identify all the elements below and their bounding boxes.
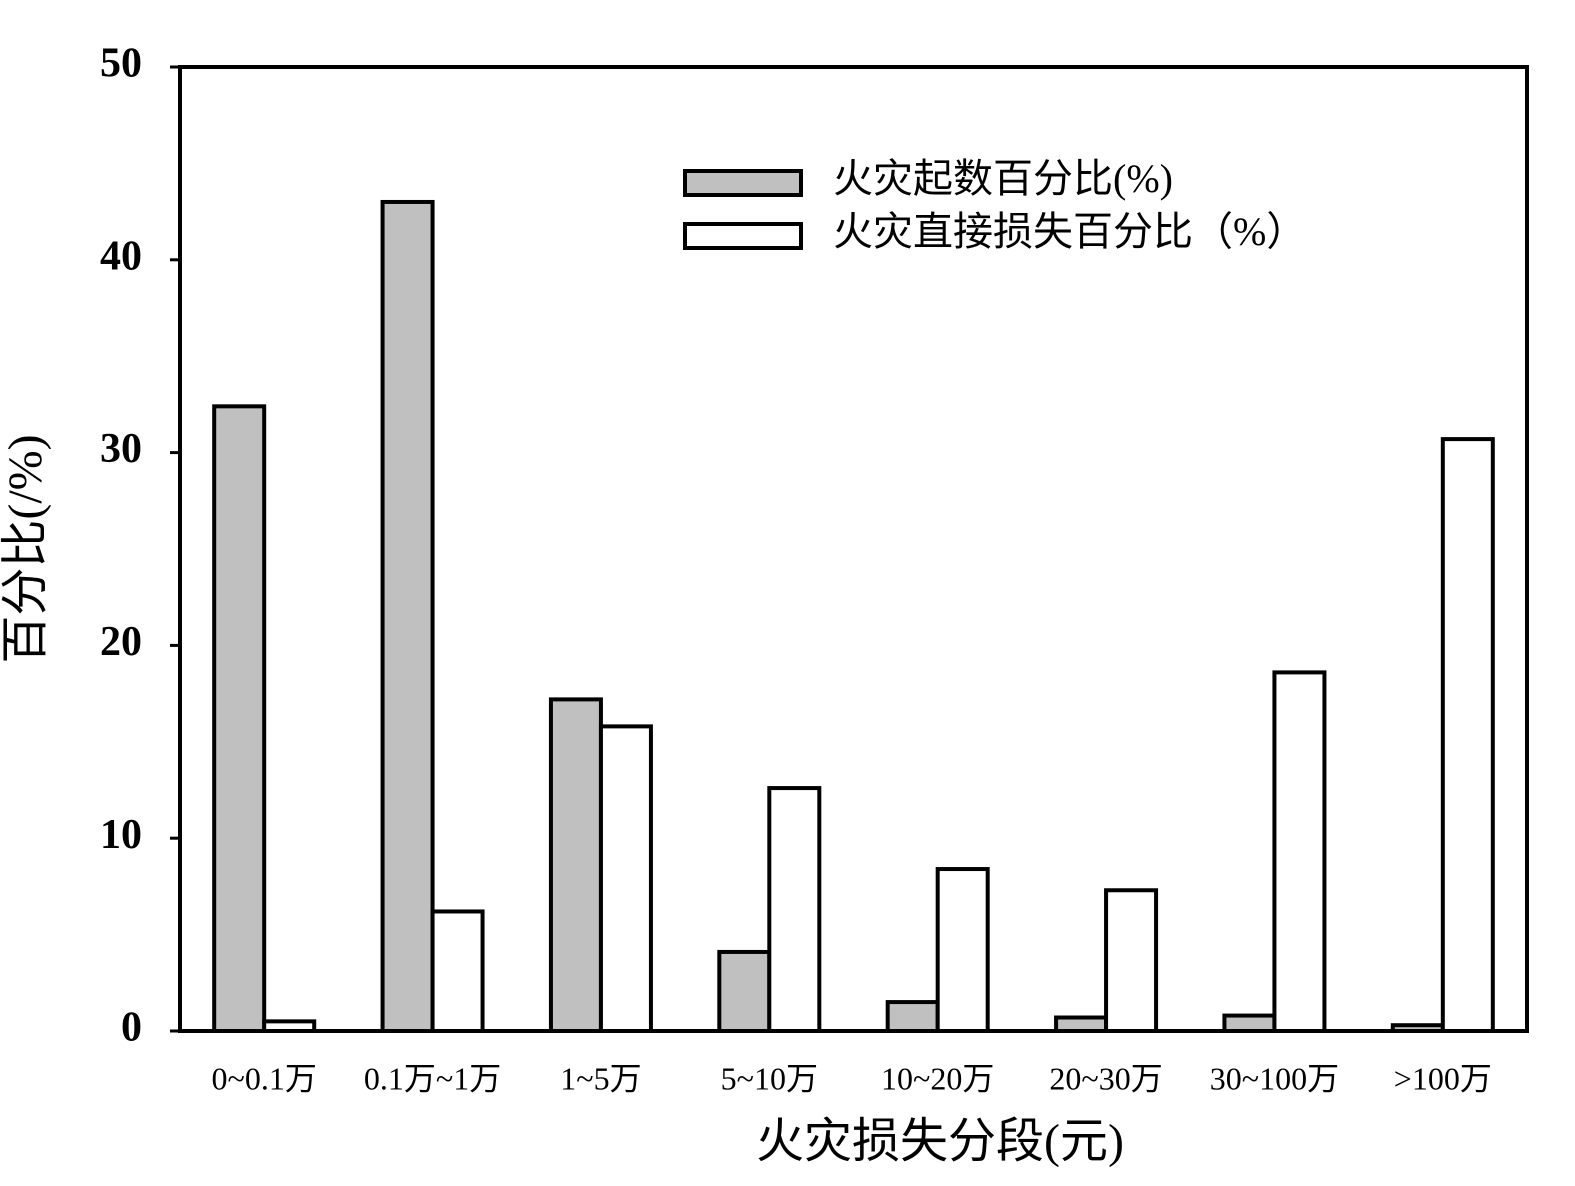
bar (212, 404, 267, 1033)
y-tick-label: 0 (121, 1005, 142, 1051)
x-tick-label: 10~20万 (881, 1060, 994, 1096)
y-tick-label: 30 (100, 426, 142, 472)
x-tick-label: 0~0.1万 (212, 1060, 317, 1096)
y-tick-label: 40 (100, 233, 142, 279)
y-tick-label: 20 (100, 619, 142, 665)
y-axis-label: 百分比(/%) (0, 434, 52, 663)
bar (380, 199, 435, 1033)
bar (1440, 437, 1495, 1033)
x-tick-label: 1~5万 (560, 1060, 641, 1096)
bar (1390, 1023, 1445, 1033)
x-tick-label: 0.1万~1万 (364, 1060, 501, 1096)
bar (885, 1000, 940, 1034)
legend-label: 火灾起数百分比(%) (833, 156, 1173, 201)
x-tick-label: 30~100万 (1210, 1060, 1339, 1096)
x-axis-label: 火灾损失分段(元) (756, 1115, 1124, 1168)
bar (717, 949, 772, 1034)
bar (430, 909, 485, 1033)
bar (548, 697, 603, 1033)
plot-frame (178, 65, 1529, 1033)
bar (262, 1019, 317, 1033)
bar (767, 786, 822, 1034)
bar (1222, 1013, 1277, 1033)
x-tick-label: 5~10万 (721, 1060, 818, 1096)
bar (1272, 670, 1327, 1034)
bar (1104, 888, 1159, 1033)
legend-label: 火灾直接损失百分比（%） (833, 209, 1306, 254)
legend-swatch (683, 169, 803, 197)
bar (1054, 1015, 1109, 1034)
bar (935, 867, 990, 1033)
x-tick-label: 20~30万 (1049, 1060, 1162, 1096)
y-tick-label: 10 (100, 812, 142, 858)
bar (598, 724, 653, 1033)
y-tick-label: 50 (100, 41, 142, 87)
legend-swatch (683, 222, 803, 250)
x-tick-label: >100万 (1394, 1060, 1492, 1096)
